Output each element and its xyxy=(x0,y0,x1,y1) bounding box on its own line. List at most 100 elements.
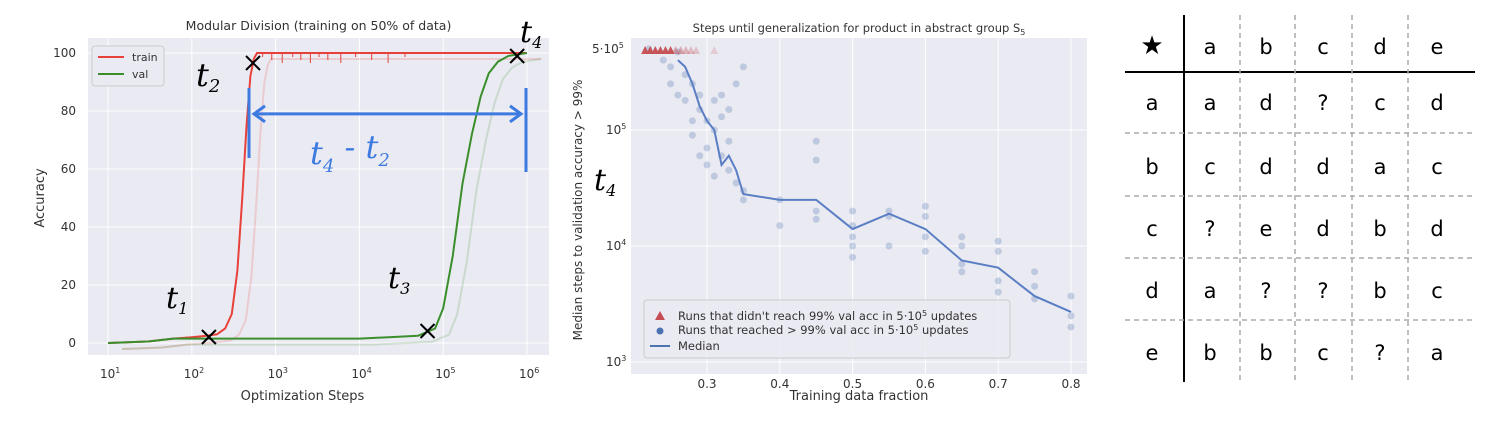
data-point xyxy=(849,233,857,241)
chart-title: Steps until generalization for product i… xyxy=(693,21,1026,37)
series-line-val xyxy=(107,52,528,344)
x-tick-label: 103 xyxy=(268,366,288,381)
generalization-steps-panel: 0.3 0.4 0.5 0.6 0.7 0.8 103 104 105 5·105 Steps un… xyxy=(560,0,1100,423)
y-tick-label: 105 xyxy=(606,122,626,137)
data-point xyxy=(688,117,696,125)
unfinished-run-marker xyxy=(686,46,695,54)
row-header-c: c xyxy=(1146,217,1158,241)
data-point xyxy=(696,91,704,99)
table-cell: c xyxy=(1431,279,1443,303)
unfinished-run-marker xyxy=(710,46,719,54)
y-axis-label: Accuracy xyxy=(33,168,48,228)
unfinished-run-marker xyxy=(661,46,670,54)
data-point xyxy=(994,247,1002,255)
data-point xyxy=(667,80,675,88)
table-cell: b xyxy=(1259,341,1272,365)
data-point xyxy=(659,56,667,64)
data-point xyxy=(1031,268,1039,276)
x-tick-label: 104 xyxy=(351,366,371,381)
data-point xyxy=(958,233,966,241)
plot-background xyxy=(88,38,549,355)
table-cell: d xyxy=(1259,91,1272,115)
data-point xyxy=(739,196,747,204)
series-shadow-line xyxy=(121,58,541,350)
data-point xyxy=(776,222,784,230)
table-cell: d xyxy=(1430,91,1443,115)
data-point xyxy=(1067,323,1075,331)
chart-title: Modular Division (training on 50% of dat… xyxy=(186,18,452,33)
column-header-b: b xyxy=(1259,35,1272,59)
y-tick-label: 80 xyxy=(61,104,76,118)
y-tick-label: 0 xyxy=(68,336,76,350)
data-point xyxy=(667,63,675,71)
table-cell: c xyxy=(1374,91,1386,115)
grokking-curve-panel: 101 102 103 104 105 106 0 20 40 60 80 100 Modular Di… xyxy=(0,0,560,423)
row-header-a: a xyxy=(1146,91,1159,115)
data-point xyxy=(849,242,857,250)
table-cell: b xyxy=(1203,341,1216,365)
legend: Runs that didn't reach 99% val acc in 5·… xyxy=(643,299,1011,359)
data-point xyxy=(739,63,747,71)
table-cell: e xyxy=(1260,217,1273,241)
grokking-accuracy-chart: 101 102 103 104 105 106 0 20 40 60 80 100 Modular Di… xyxy=(33,15,549,404)
unfinished-run-marker xyxy=(666,46,675,54)
data-point xyxy=(921,247,929,255)
legend-box xyxy=(643,299,1011,359)
table-cell: a xyxy=(1204,91,1217,115)
data-point xyxy=(885,242,893,250)
x-tick-label: 105 xyxy=(435,366,455,381)
corner-star-symbol: ★ xyxy=(1140,31,1163,61)
median-line xyxy=(677,59,1072,313)
interval-arrow-head-left xyxy=(251,104,266,124)
legend-label-val: val xyxy=(132,68,148,81)
data-point xyxy=(725,137,733,145)
table-cell: ? xyxy=(1317,279,1328,303)
data-point xyxy=(958,260,966,268)
data-point xyxy=(696,152,704,160)
table-cell: ? xyxy=(1204,217,1215,241)
data-point xyxy=(674,91,682,99)
table-cell: c xyxy=(1317,341,1329,365)
x-tick-label: 0.8 xyxy=(1061,377,1080,391)
legend-label: Runs that didn't reach 99% val acc in 5·… xyxy=(678,309,977,323)
data-point xyxy=(994,237,1002,245)
data-point xyxy=(958,268,966,276)
data-point xyxy=(681,96,689,104)
data-point xyxy=(812,156,820,164)
x-axis-label: Optimization Steps xyxy=(241,389,365,404)
generalization-steps-chart: 0.3 0.4 0.5 0.6 0.7 0.8 103 104 105 5·105 Steps un… xyxy=(571,21,1087,404)
annotation-t2: t2 xyxy=(196,56,220,97)
unfinished-run-marker xyxy=(692,46,701,54)
column-header-a: a xyxy=(1204,35,1217,59)
table-cell: c xyxy=(1431,155,1443,179)
data-point xyxy=(1067,312,1075,320)
data-point xyxy=(921,212,929,220)
table-cell: d xyxy=(1430,217,1443,241)
y-tick-label: 103 xyxy=(606,354,626,369)
row-header-b: b xyxy=(1145,155,1158,179)
table-cell: d xyxy=(1259,155,1272,179)
annotation-t3: t3 xyxy=(388,261,410,298)
table-cell: b xyxy=(1373,279,1386,303)
unfinished-run-marker xyxy=(671,46,680,54)
y-tick-label: 40 xyxy=(61,220,76,234)
table-cell: ? xyxy=(1260,279,1271,303)
unfinished-run-marker xyxy=(681,46,690,54)
x-axis-label: Training data fraction xyxy=(789,389,929,404)
data-point xyxy=(994,277,1002,285)
series-line-train xyxy=(107,52,527,344)
x-tick-label: 0.7 xyxy=(989,377,1008,391)
data-point xyxy=(732,80,740,88)
unfinished-run-marker xyxy=(676,46,685,54)
data-point xyxy=(812,215,820,223)
data-point xyxy=(885,207,893,215)
table-cell: d xyxy=(1316,155,1329,179)
x-tick-label: 0.4 xyxy=(770,377,789,391)
operation-table: ★ a b c d e a a d? c d b c d d a c c? e d b d d a?? b c e b b c? a xyxy=(1125,15,1475,382)
column-header-c: c xyxy=(1317,35,1329,59)
table-cell: a xyxy=(1204,279,1217,303)
data-point xyxy=(674,48,682,56)
data-point xyxy=(710,96,718,104)
data-point xyxy=(703,144,711,152)
x-tick-label: 102 xyxy=(184,366,204,381)
